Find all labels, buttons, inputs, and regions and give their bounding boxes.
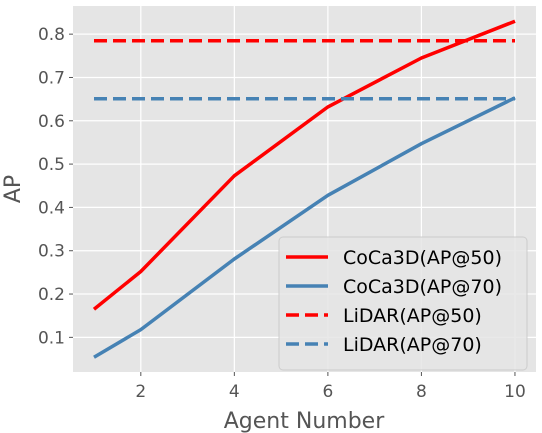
x-axis-title: Agent Number [224,409,385,433]
legend-box [278,236,528,371]
series-line-1 [92,19,516,311]
x-tick-label: 6 [322,382,333,402]
y-tick-labels: 0.1 0.2 0.3 0.4 0.5 0.6 0.7 0.8 [38,25,73,348]
x-tick-label: 4 [229,382,240,402]
y-tick-label: 0.6 [38,112,65,132]
y-axis-title: AP [1,175,26,203]
y-tick-label: 0.3 [38,242,65,262]
y-tick-label: 0.1 [38,328,65,348]
legend-items: CoCa3D(AP@50) CoCa3D(AP@70) LiDAR(AP@50) Li… [286,247,502,356]
legend-label-3: LiDAR(AP@50) [343,305,482,327]
x-tick-label: 2 [135,382,146,402]
y-tick-label: 0.2 [38,285,65,305]
legend-label-4: LiDAR(AP@70) [343,334,482,356]
x-tick-label: 8 [416,382,427,402]
series-line-2 [93,96,516,359]
y-tick-label: 0.4 [38,198,65,218]
series-lines [92,19,516,359]
x-tick-labels: 2 4 6 8 10 [135,372,526,402]
x-tick-label: 10 [504,382,526,402]
y-tick-label: 0.5 [38,155,65,175]
y-tick-label: 0.7 [38,68,65,88]
y-tick-label: 0.8 [38,25,65,45]
grid [73,6,536,372]
legend: CoCa3D(AP@50) CoCa3D(AP@70) LiDAR(AP@50) Li… [278,236,528,371]
legend-label-1: CoCa3D(AP@50) [343,247,502,269]
legend-label-2: CoCa3D(AP@70) [343,276,502,298]
